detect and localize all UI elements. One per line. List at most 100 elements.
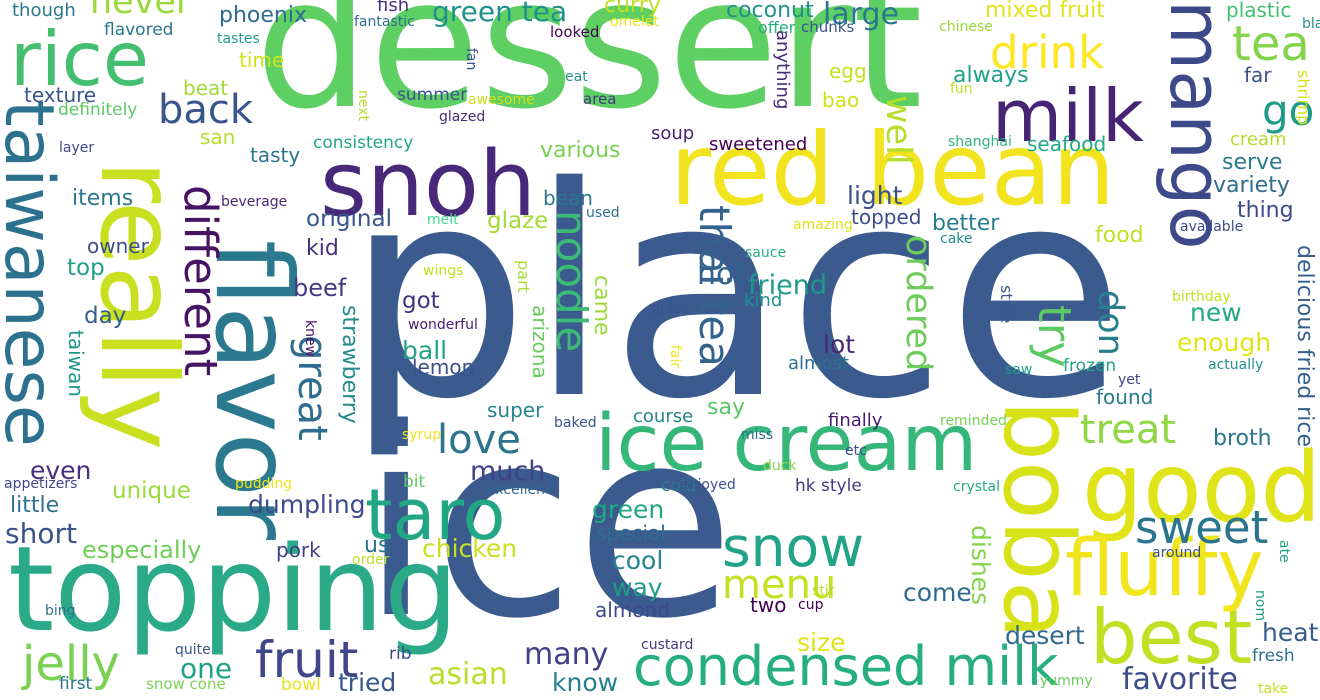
word-try: try [1028,305,1081,368]
word-many: many [524,637,609,672]
word-miss: miss [741,427,774,443]
word-got: got [402,288,440,314]
word-chunks: chunks [801,18,855,36]
word-awesome: awesome [468,92,535,108]
word-enjoyed: enjoyed [680,477,736,493]
word-bing: bing [45,603,76,619]
word-enough: enough [1177,328,1272,357]
word-fantastic: fantastic [354,14,415,30]
word-kid: kid [306,236,339,261]
word-ice: ice [360,374,736,676]
word-strawberry: strawberry [337,305,362,424]
word-green-tea: green tea [432,0,568,28]
word-etc: etc [845,443,867,459]
word-original: original [306,206,392,232]
word-even: even [30,456,92,485]
word-asian: asian [428,657,508,692]
word-mango: mango [1154,0,1238,250]
word-cool: cool [612,546,664,575]
word-rib: rib [389,644,412,664]
word-light: light [847,181,903,210]
word-quite: quite [175,642,211,658]
word-drink: drink [990,26,1105,79]
word-area: area [583,90,617,108]
word-taiwanese: taiwanese [0,100,68,447]
word-dessert: dessert [255,0,923,149]
word-top: top [67,255,105,281]
word-baked: baked [554,415,597,431]
word-grass: grass [651,301,689,317]
word-looked: looked [550,23,600,41]
word-short: short [5,517,77,550]
word-fun: fun [950,81,973,97]
word-jelly: jelly [22,636,120,692]
word-fruit: fruit [255,631,359,689]
word-tasty: tasty [250,143,301,167]
word-know: know [552,668,619,697]
word-tea: tea [1232,16,1310,72]
word-appetizers: appetizers [4,476,78,492]
word-egg: egg [829,59,867,83]
word-noodle: noodle [547,210,596,353]
word-shrimp: shrimp [1294,70,1313,126]
word-offer: offer [758,18,796,37]
word-birthday: birthday [1172,289,1231,305]
word-condensed-milk: condensed milk [633,635,1059,698]
word-unique: unique [112,478,191,504]
word-chinese: chinese [939,19,993,35]
word-saw: saw [1005,362,1033,378]
word-new: new [1190,298,1242,327]
word-large: large [823,0,900,32]
word-flavor: flavor [192,240,314,541]
word-bowl: bowl [281,675,321,695]
word-amazing: amazing [793,217,853,233]
word-yummy: yummy [1040,673,1093,689]
word-crystal: crystal [953,479,1000,495]
word-sweet: sweet [1135,501,1269,554]
word-stir: stir [812,583,835,599]
word-various: various [540,138,621,163]
word-knew: knew [302,320,318,358]
word-lot: lot [823,330,856,359]
word-reminded: reminded [940,413,1007,429]
word-much: much [470,456,546,487]
word-topping: topping [8,520,459,658]
word-glazed: glazed [439,109,486,125]
word-frozen: frozen [1063,356,1117,376]
word-syrup: syrup [402,427,442,443]
word-fair: fair [667,345,683,369]
word-fluffy: fluffy [1065,524,1264,614]
word-take: take [1258,681,1289,697]
word-well: well [878,95,918,165]
word-almond: almond [595,598,670,622]
word-serve: serve [1222,150,1283,175]
word-ate: ate [1276,540,1292,563]
word-menu: menu [722,562,837,608]
word-dumpling: dumpling [248,490,366,519]
word-favorite: favorite [1122,662,1238,697]
word-better: better [932,211,1000,236]
word-tastes: tastes [217,31,260,47]
word-tried: tried [338,668,397,697]
word-different: different [174,185,227,377]
word-fresh: fresh [1252,646,1295,666]
word-available: available [1180,219,1244,235]
word-really: really [77,160,199,451]
word-style: style [997,285,1016,324]
word-taiwan: taiwan [64,330,88,397]
word-thing: thing [1237,198,1294,223]
word-almost: almost [788,353,850,374]
word-bit: bit [403,472,426,492]
word-say: say [707,395,745,420]
word-shanghai: shanghai [948,134,1012,150]
word-red-bean: red bean [670,111,1116,228]
word-delicious-fried-rice: delicious fried rice [1292,245,1317,447]
word-wings: wings [423,263,464,279]
word-wonderful: wonderful [408,317,478,333]
word-next: next [355,90,371,122]
word-ordered: ordered [898,235,938,372]
word-arizona: arizona [528,305,552,379]
word-two: two [750,593,787,617]
word-glaze: glaze [487,208,549,234]
